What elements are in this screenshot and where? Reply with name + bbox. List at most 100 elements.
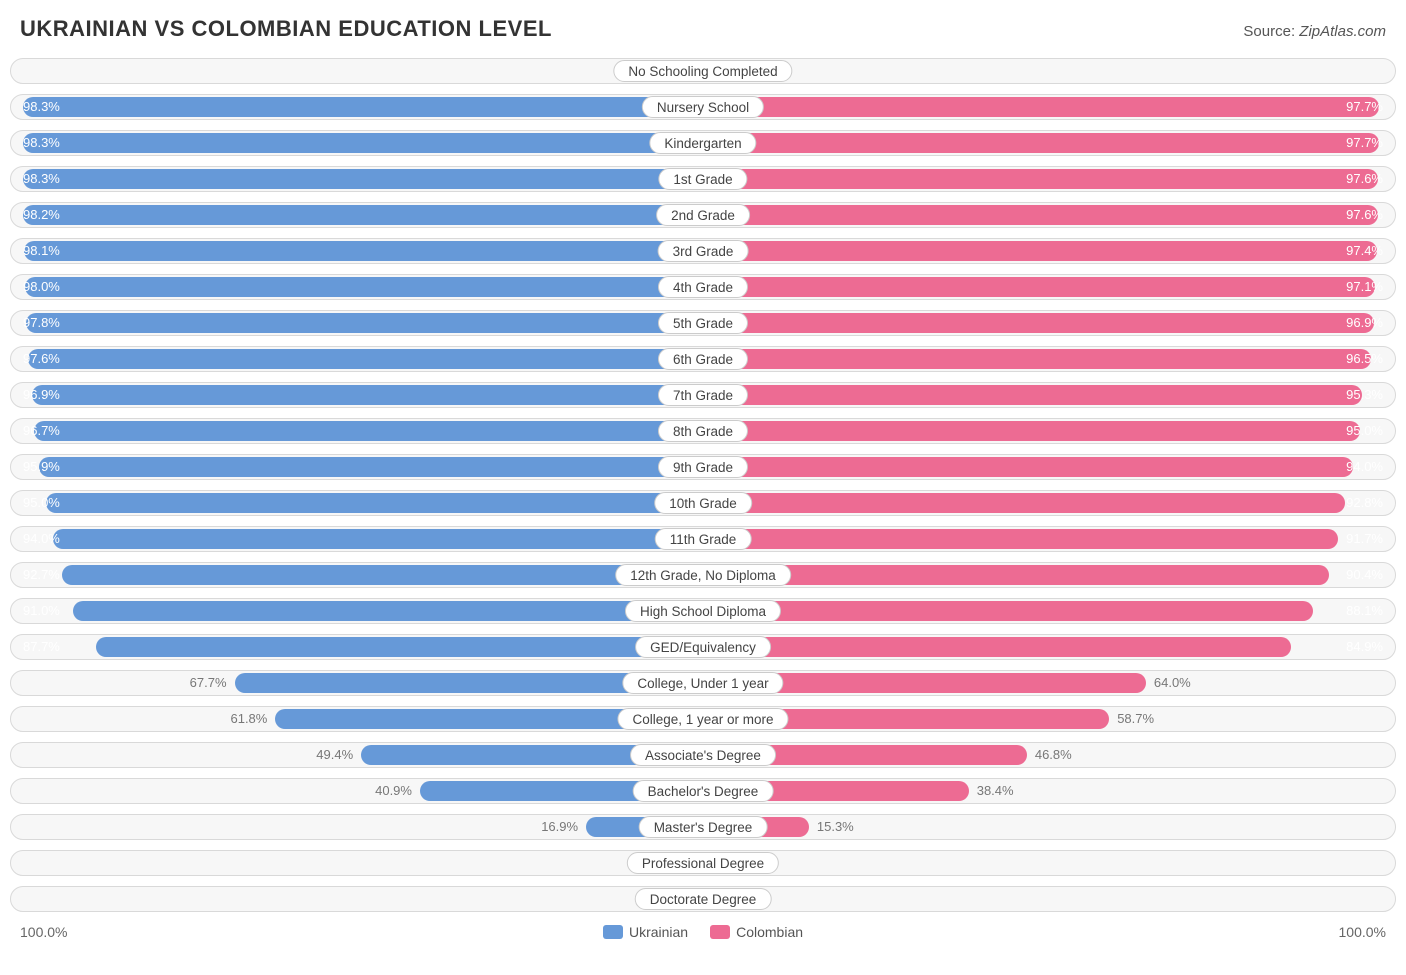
value-right: 88.1% [1346,599,1383,623]
chart-row: 94.0%91.7%11th Grade [10,526,1396,552]
bar-right [703,169,1378,189]
bar-right [703,421,1360,441]
value-left: 67.7% [190,671,227,695]
bar-left [34,421,703,441]
bar-left [73,601,703,621]
bar-right [703,385,1362,405]
value-left: 49.4% [316,743,353,767]
chart-row: 98.3% 97.6% 1st Grade [10,166,1396,192]
value-right: 38.4% [977,779,1014,803]
legend-label-left: Ukrainian [629,924,688,940]
value-right: 97.6% [1346,203,1383,227]
value-left: 98.0% [23,275,60,299]
value-left: 98.3% [23,167,60,191]
category-label: High School Diploma [625,600,781,622]
value-left: 98.3% [23,131,60,155]
value-right: 91.7% [1346,527,1383,551]
bar-left [62,565,703,585]
chart-row: 49.4% 46.8% Associate's Degree [10,742,1396,768]
value-right: 95.3% [1346,383,1383,407]
category-label: College, Under 1 year [622,672,783,694]
bar-right [703,349,1371,369]
bar-left [23,133,703,153]
chart-row: 98.2% 97.6% 2nd Grade [10,202,1396,228]
bar-right [703,637,1291,657]
category-label: Kindergarten [649,132,756,154]
chart-row: 97.6%96.5%6th Grade [10,346,1396,372]
chart-row: 61.8%58.7%College, 1 year or more [10,706,1396,732]
category-label: 2nd Grade [656,204,750,226]
value-left: 61.8% [230,707,267,731]
category-label: 10th Grade [654,492,752,514]
chart-row: 97.8%96.9%5th Grade [10,310,1396,336]
bar-left [39,457,703,477]
chart-row: 87.7%84.9%GED/Equivalency [10,634,1396,660]
legend: Ukrainian Colombian [603,924,803,940]
category-label: 11th Grade [655,528,752,550]
chart-row: 5.1%4.6%Professional Degree [10,850,1396,876]
bar-right [703,601,1313,621]
bar-right [703,565,1329,585]
bar-left [24,241,703,261]
legend-item-right: Colombian [710,924,803,940]
category-label: Doctorate Degree [635,888,772,910]
category-label: College, 1 year or more [617,708,788,730]
value-right: 97.4% [1346,239,1383,263]
value-right: 97.7% [1346,131,1383,155]
bar-right [703,277,1375,297]
value-right: 90.4% [1346,563,1383,587]
chart-row: 98.3%97.7%Nursery School [10,94,1396,120]
axis-right-max: 100.0% [1339,924,1386,940]
axis-left-max: 100.0% [20,924,67,940]
value-right: 46.8% [1035,743,1072,767]
value-left: 95.0% [23,491,60,515]
legend-swatch-left [603,925,623,939]
bar-left [23,205,703,225]
bar-right [703,493,1345,513]
value-right: 96.9% [1346,311,1383,335]
chart-row: 91.0% 88.1% High School Diploma [10,598,1396,624]
category-label: 4th Grade [658,276,748,298]
category-label: 6th Grade [658,348,748,370]
legend-item-left: Ukrainian [603,924,688,940]
category-label: 7th Grade [658,384,748,406]
chart-row: 96.7%95.0%8th Grade [10,418,1396,444]
value-left: 98.1% [23,239,60,263]
value-right: 97.6% [1346,167,1383,191]
value-left: 98.3% [23,95,60,119]
chart-row: 92.7%90.4%12th Grade, No Diploma [10,562,1396,588]
category-label: Bachelor's Degree [633,780,774,802]
value-left: 91.0% [23,599,60,623]
chart-source: Source: ZipAtlas.com [1243,23,1386,40]
category-label: Nursery School [642,96,764,118]
chart-header: UKRAINIAN VS COLOMBIAN EDUCATION LEVEL S… [10,16,1396,58]
bar-right [703,97,1379,117]
value-right: 92.8% [1346,491,1383,515]
bar-left [46,493,703,513]
value-right: 96.5% [1346,347,1383,371]
legend-label-right: Colombian [736,924,803,940]
value-left: 92.7% [23,563,60,587]
value-left: 87.7% [23,635,60,659]
legend-swatch-right [710,925,730,939]
diverging-bar-chart: 1.8%2.3%No Schooling Completed98.3%97.7%… [10,58,1396,912]
source-label: Source: [1243,23,1299,40]
bar-left [23,169,703,189]
category-label: No Schooling Completed [613,60,792,82]
category-label: Associate's Degree [630,744,776,766]
value-left: 98.2% [23,203,60,227]
chart-row: 40.9%38.4%Bachelor's Degree [10,778,1396,804]
value-right: 97.1% [1346,275,1383,299]
category-label: 1st Grade [658,168,747,190]
chart-row: 98.1%97.4%3rd Grade [10,238,1396,264]
bar-left [23,97,703,117]
category-label: 9th Grade [658,456,748,478]
value-left: 96.7% [23,419,60,443]
value-left: 16.9% [541,815,578,839]
value-right: 15.3% [817,815,854,839]
chart-row: 95.0% 92.8% 10th Grade [10,490,1396,516]
value-right: 95.0% [1346,419,1383,443]
chart-row: 98.3% 97.7% Kindergarten [10,130,1396,156]
value-right: 94.0% [1346,455,1383,479]
bar-right [703,529,1338,549]
